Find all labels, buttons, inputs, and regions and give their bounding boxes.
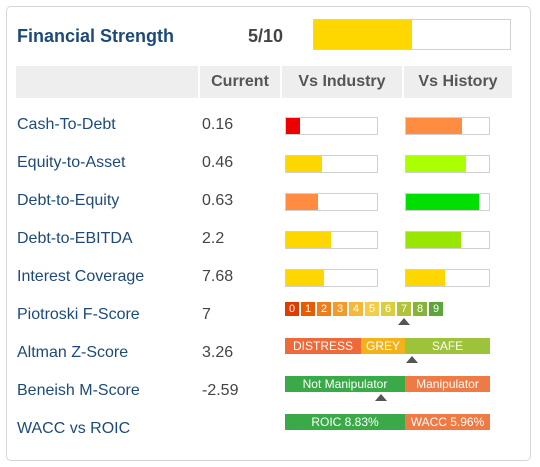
piotroski-cell: 1 bbox=[301, 302, 315, 316]
header-cell-blank bbox=[16, 66, 198, 98]
piotroski-cell: 9 bbox=[429, 302, 443, 316]
beneish-segment: Manipulator bbox=[405, 376, 490, 392]
section-title: Financial Strength bbox=[17, 26, 175, 46]
altman-segment: GREY bbox=[361, 338, 405, 354]
piotroski-cell: 4 bbox=[349, 302, 363, 316]
overall-score-bar bbox=[313, 19, 511, 50]
piotroski-value: 7 bbox=[202, 306, 211, 323]
altman-value: 3.26 bbox=[202, 344, 234, 361]
vs-industry-fill bbox=[286, 118, 300, 134]
piotroski-cell: 3 bbox=[333, 302, 347, 316]
vs-history-fill bbox=[406, 118, 463, 134]
vs-history-fill bbox=[406, 156, 466, 172]
header-vs-industry: Vs Industry bbox=[282, 66, 402, 98]
piotroski-label[interactable]: Piotroski F-Score bbox=[17, 306, 140, 323]
row-current-value: 2.2 bbox=[202, 230, 225, 247]
row-current-value: 0.46 bbox=[202, 154, 234, 171]
overall-score-fill bbox=[314, 20, 412, 49]
vs-history-bar bbox=[405, 231, 490, 249]
piotroski-cell: 5 bbox=[365, 302, 379, 316]
piotroski-marker bbox=[398, 318, 410, 325]
vs-industry-fill bbox=[286, 270, 325, 286]
row-label[interactable]: Interest Coverage bbox=[17, 268, 145, 285]
row-label[interactable]: Debt-to-EBITDA bbox=[17, 230, 133, 247]
row-label[interactable]: Cash-To-Debt bbox=[17, 116, 116, 133]
wacc-segment: WACC 5.96% bbox=[405, 414, 490, 430]
vs-history-fill bbox=[406, 232, 461, 248]
vs-industry-bar bbox=[285, 231, 378, 249]
vs-industry-bar bbox=[285, 117, 378, 135]
beneish-label[interactable]: Beneish M-Score bbox=[17, 382, 140, 399]
vs-industry-fill bbox=[286, 194, 318, 210]
vs-industry-bar bbox=[285, 193, 378, 211]
beneish-marker bbox=[375, 394, 388, 401]
overall-score: 5/10 bbox=[248, 26, 284, 46]
vs-industry-fill bbox=[286, 156, 323, 172]
altman-segment: DISTRESS bbox=[285, 338, 361, 354]
vs-industry-bar bbox=[285, 155, 378, 173]
vs-history-fill bbox=[406, 194, 480, 210]
vs-history-fill bbox=[406, 270, 445, 286]
row-current-value: 0.16 bbox=[202, 116, 234, 133]
piotroski-cell: 2 bbox=[317, 302, 331, 316]
header-vs-history: Vs History bbox=[404, 66, 512, 98]
altman-label[interactable]: Altman Z-Score bbox=[17, 344, 129, 361]
piotroski-cell: 6 bbox=[381, 302, 395, 316]
header-current: Current bbox=[200, 66, 280, 98]
wacc-label[interactable]: WACC vs ROIC bbox=[17, 420, 131, 437]
vs-history-bar bbox=[405, 155, 490, 173]
vs-industry-fill bbox=[286, 232, 331, 248]
altman-segment: SAFE bbox=[405, 338, 490, 354]
row-current-value: 7.68 bbox=[202, 268, 234, 285]
row-label[interactable]: Debt-to-Equity bbox=[17, 192, 120, 209]
beneish-value: -2.59 bbox=[202, 382, 239, 399]
piotroski-cell: 7 bbox=[397, 302, 411, 316]
piotroski-cell: 0 bbox=[285, 302, 299, 316]
wacc-segment: ROIC 8.83% bbox=[285, 414, 405, 430]
piotroski-cell: 8 bbox=[413, 302, 427, 316]
row-label[interactable]: Equity-to-Asset bbox=[17, 154, 126, 171]
vs-industry-bar bbox=[285, 269, 378, 287]
row-current-value: 0.63 bbox=[202, 192, 234, 209]
vs-history-bar bbox=[405, 117, 490, 135]
vs-history-bar bbox=[405, 269, 490, 287]
altman-marker bbox=[406, 356, 419, 363]
vs-history-bar bbox=[405, 193, 490, 211]
beneish-segment: Not Manipulator bbox=[285, 376, 405, 392]
